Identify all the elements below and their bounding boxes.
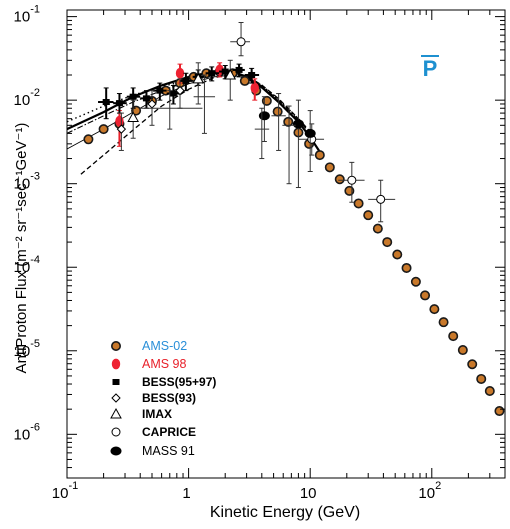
data-point — [410, 276, 421, 287]
data-point — [347, 175, 357, 185]
data-point — [272, 106, 283, 117]
y-tick-label: 10-6 — [14, 421, 40, 443]
model-curves — [66, 70, 321, 175]
data-point — [457, 345, 468, 356]
data-point — [127, 111, 140, 122]
axis-ticks: 10-1 1 10 102 10-6 10-5 10-4 10-3 10-2 10-1 — [14, 4, 506, 502]
model-curve-solid-thin — [66, 74, 311, 150]
series-unlabeled-7 — [140, 74, 296, 185]
legend-label: MASS 91 — [142, 444, 195, 458]
x-tick-label: 10-1 — [52, 480, 78, 502]
data-point — [363, 210, 374, 221]
legend-marker — [110, 407, 122, 419]
data-point — [115, 115, 124, 127]
y-tick-label: 10-1 — [14, 4, 40, 26]
data-point — [182, 77, 190, 84]
data-point — [392, 249, 403, 260]
legend: AMS-02 AMS 98 BESS(95+97) BESS(93) IMAX CAPRI… — [110, 339, 216, 458]
y-tick-label: 10-4 — [14, 254, 40, 276]
series-bess-95-97- — [98, 63, 260, 120]
model-curve-dash-dot — [66, 73, 311, 134]
data-point — [235, 66, 243, 73]
data-point — [334, 174, 345, 185]
legend-label: AMS-02 — [142, 339, 187, 353]
data-point — [192, 72, 205, 84]
data-point — [208, 70, 216, 77]
legend-item-bess-95-97-: BESS(95+97) — [112, 375, 216, 389]
legend-marker — [112, 379, 120, 385]
legend-item-imax: IMAX — [110, 407, 172, 421]
x-axis-label: Kinetic Energy (GeV) — [210, 504, 360, 521]
data-point — [221, 68, 229, 75]
data-point — [476, 373, 487, 384]
model-curve-dashed — [80, 73, 311, 175]
data-point — [175, 67, 185, 79]
data-point — [239, 75, 250, 86]
legend-item-ams-02: AMS-02 — [111, 339, 187, 353]
data-point — [467, 359, 478, 370]
series-imax — [127, 59, 237, 139]
data-point — [116, 124, 127, 134]
data-point — [401, 262, 412, 273]
data-point — [420, 290, 431, 301]
data-point — [382, 237, 393, 248]
series-mass-91 — [258, 96, 316, 189]
data-point — [438, 317, 449, 328]
legend-item-ams-98: AMS 98 — [111, 357, 187, 371]
series-caprice — [230, 22, 396, 223]
legend-label: BESS(93) — [142, 391, 196, 405]
y-tick-label: 10-2 — [14, 87, 40, 109]
data-point — [494, 406, 505, 417]
legend-label: BESS(95+97) — [142, 375, 216, 389]
data-point — [236, 37, 246, 47]
legend-item-bess-93-: BESS(93) — [111, 391, 196, 405]
data-point — [429, 304, 440, 315]
chart-title: P — [423, 56, 438, 81]
y-axis-label: AntiProton Flux (m⁻² sr⁻¹sec⁻¹GeV⁻¹) — [13, 123, 30, 374]
data-point — [376, 194, 386, 204]
data-point — [175, 85, 185, 96]
data-point — [102, 99, 110, 106]
data-point — [98, 124, 109, 135]
data-point — [324, 162, 335, 173]
data-point — [448, 331, 459, 342]
x-tick-label: 10 — [300, 485, 317, 502]
data-point — [142, 95, 150, 102]
data-point — [484, 386, 495, 397]
legend-label: CAPRICE — [142, 425, 196, 439]
x-tick-label: 1 — [182, 485, 190, 502]
legend-marker — [111, 427, 121, 437]
legend-item-mass-91: MASS 91 — [110, 444, 195, 458]
legend-label: IMAX — [142, 407, 172, 421]
data-point — [372, 223, 383, 234]
data-point — [283, 116, 294, 127]
y-tick-label: 10-5 — [14, 338, 40, 360]
data-point — [314, 150, 325, 161]
data-point — [83, 134, 94, 145]
data-point — [353, 198, 364, 209]
series-ams-98 — [115, 62, 259, 147]
data-point — [248, 72, 256, 79]
plot-frame — [66, 9, 506, 479]
y-tick-label: 10-3 — [14, 171, 40, 193]
legend-item-caprice: CAPRICE — [111, 425, 196, 439]
legend-marker — [111, 358, 121, 370]
legend-label: AMS 98 — [142, 357, 187, 371]
data-point — [129, 93, 137, 100]
data-point — [156, 87, 164, 94]
data-point — [258, 111, 270, 121]
data-point — [169, 90, 177, 97]
legend-marker — [110, 446, 122, 456]
x-tick-label: 102 — [418, 480, 441, 502]
legend-marker — [111, 340, 122, 351]
legend-marker — [111, 393, 121, 403]
data-point — [250, 82, 259, 94]
data-point — [115, 100, 123, 107]
data-point — [304, 128, 316, 138]
data-points — [83, 22, 505, 417]
data-point — [224, 68, 237, 80]
data-point — [292, 119, 304, 129]
